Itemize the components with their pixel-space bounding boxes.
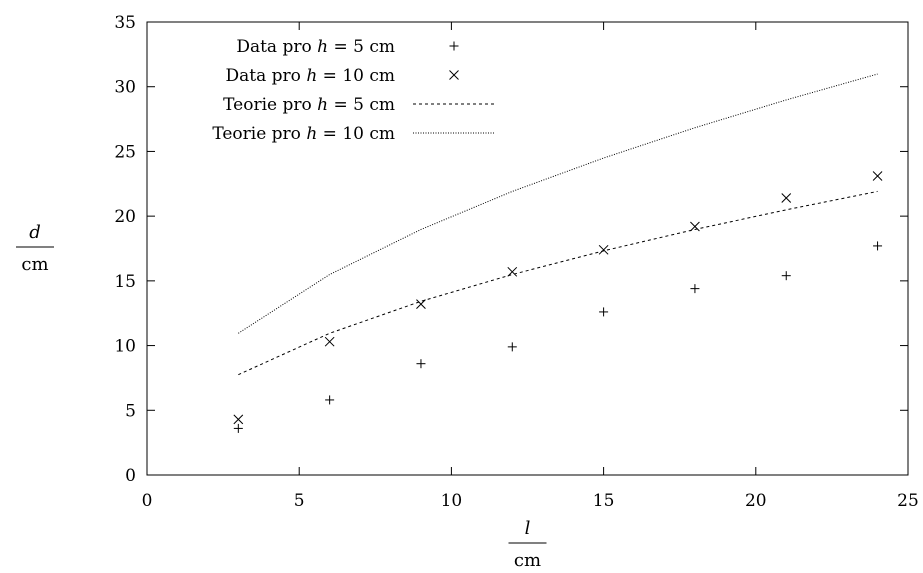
- y-tick-label: 25: [114, 142, 136, 162]
- legend-entry: Data pro h = 5 cm: [236, 37, 459, 57]
- series-2-point: [233, 414, 244, 425]
- legend-entry: Teorie pro h = 10 cm: [212, 124, 495, 144]
- y-tick-label: 35: [114, 13, 136, 33]
- y-axis-label-unit: cm: [21, 254, 48, 275]
- x-tick-label: 15: [593, 491, 615, 511]
- series-2-point: [598, 244, 609, 255]
- legend-label: Data pro h = 10 cm: [226, 66, 395, 86]
- x-axis-label-unit: cm: [514, 550, 541, 571]
- series-1-point: [325, 395, 335, 405]
- y-tick-label: 0: [125, 466, 136, 486]
- series-2-point: [781, 193, 792, 203]
- legend-marker: [449, 41, 459, 51]
- plot-frame: [146, 21, 909, 476]
- legend-marker: [449, 70, 459, 80]
- series-1-point: [599, 307, 609, 317]
- x-tick-label: 0: [142, 491, 153, 511]
- y-tick-label: 5: [125, 401, 136, 421]
- series-1-point: [233, 423, 243, 433]
- legend-label: Data pro h = 5 cm: [236, 37, 395, 57]
- series-1-point: [507, 342, 517, 352]
- y-tick-label: 10: [114, 337, 136, 357]
- legend-label: Teorie pro h = 5 cm: [223, 95, 395, 115]
- series-1-point: [690, 284, 700, 294]
- legend-entry: Data pro h = 10 cm: [226, 66, 459, 86]
- series-2-point: [324, 336, 335, 347]
- y-tick-label: 30: [114, 78, 136, 98]
- series-2-point: [416, 299, 426, 310]
- y-tick-label: 20: [114, 207, 136, 227]
- legend-label: Teorie pro h = 10 cm: [212, 124, 395, 144]
- series-2-point: [507, 266, 518, 277]
- x-tick-label: 10: [441, 491, 463, 511]
- series-2-point: [872, 171, 883, 181]
- series-3-line: [238, 190, 878, 376]
- series-2-point: [690, 221, 700, 232]
- series-1-point: [416, 359, 426, 369]
- y-axis-label: d cm: [16, 222, 54, 275]
- y-tick-label: 15: [114, 272, 136, 292]
- series-4-line: [238, 73, 878, 334]
- x-axis-label: l cm: [508, 518, 547, 571]
- x-axis-label-var: l: [525, 518, 531, 539]
- y-axis-label-var: d: [29, 222, 41, 243]
- x-tick-label: 25: [897, 491, 919, 511]
- legend-entry: Teorie pro h = 5 cm: [223, 95, 495, 115]
- x-tick-label: 20: [745, 491, 767, 511]
- x-tick-label: 5: [294, 491, 305, 511]
- series-1-point: [873, 241, 883, 251]
- series-1-point: [781, 271, 791, 281]
